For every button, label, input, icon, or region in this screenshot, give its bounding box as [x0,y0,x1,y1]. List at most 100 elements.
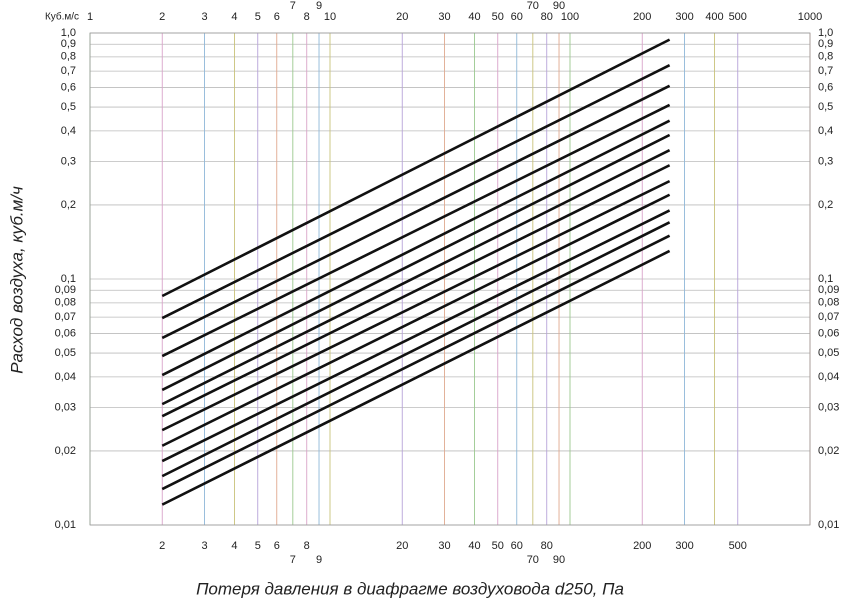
x-tick-label-top: 40 [468,11,480,23]
y-tick-label: 0,5 [61,101,76,113]
data-line [161,64,671,320]
x-tick-label-bottom: 500 [729,540,747,552]
y-tick-label-right: 0,9 [818,38,833,50]
y-tick-label: 1,0 [61,27,76,39]
y-tick-label: 0,7 [61,65,76,77]
data-line [161,84,671,340]
x-tick-label-top: 100 [561,11,579,23]
y-tick-label: 0,09 [55,284,76,296]
x-tick-label-bottom: 20 [396,540,408,552]
y-tick-label-right: 0,06 [818,327,839,339]
y-axis-title: Расход воздуха, куб.м/ч [7,186,26,374]
x-axis-title: Потеря давления в диафрагме воздуховода … [196,579,624,598]
x-tick-label-top: 50 [492,11,504,23]
x-tick-label-top: 3 [201,11,207,23]
y-tick-label: 0,06 [55,327,76,339]
x-tick-label-bottom: 200 [633,540,651,552]
x-tick-label-top: 4 [231,11,237,23]
x-tick-label-top: 6 [274,11,280,23]
x-tick-label-bottom: 4 [231,540,237,552]
x-tick-label-bottom: 2 [159,540,165,552]
y-tick-label: 0,3 [61,156,76,168]
x-tick-label-top: 9 [316,0,322,12]
y-tick-label: 0,02 [55,445,76,457]
x-tick-label-bottom: 80 [541,540,553,552]
y-tick-label-right: 1,0 [818,27,833,39]
y-tick-label-right: 0,01 [818,519,839,531]
y-tick-label: 0,4 [61,125,76,137]
x-tick-label-bottom: 6 [274,540,280,552]
y-tick-label-right: 0,1 [818,273,833,285]
y-tick-label-right: 0,07 [818,311,839,323]
unit-label: Куб.м/с [45,11,79,23]
data-line [161,193,671,447]
x-tick-label-top: 60 [511,11,523,23]
x-tick-label-bottom: 7 [290,554,296,566]
data-line [161,221,671,478]
x-tick-label-bottom: 50 [492,540,504,552]
x-tick-label-top: 500 [729,11,747,23]
x-tick-label-bottom: 9 [316,554,322,566]
y-tick-label: 0,1 [61,273,76,285]
x-tick-label-bottom: 70 [527,554,539,566]
x-tick-label-top: 5 [255,11,261,23]
y-tick-label-right: 0,03 [818,402,839,414]
x-tick-label-bottom: 8 [304,540,310,552]
x-tick-label-top: 1 [87,11,93,23]
x-tick-label-top: 300 [675,11,693,23]
x-tick-label-top: 90 [553,0,565,12]
y-tick-label-right: 0,8 [818,51,833,63]
x-tick-label-top: 7 [290,0,296,12]
x-tick-label-top: 10 [324,11,336,23]
y-tick-label-right: 0,2 [818,199,833,211]
x-tick-label-top: 80 [541,11,553,23]
y-tick-label: 0,08 [55,297,76,309]
y-tick-label-right: 0,4 [818,125,833,137]
x-tick-label-top: 8 [304,11,310,23]
y-tick-label: 0,6 [61,81,76,93]
y-tick-label-right: 0,5 [818,101,833,113]
x-tick-label-bottom: 60 [511,540,523,552]
data-line [161,119,671,377]
y-tick-label-right: 0,09 [818,284,839,296]
y-tick-label: 0,9 [61,38,76,50]
y-tick-label-right: 0,05 [818,347,839,359]
data-line [161,164,671,418]
y-tick-label: 0,2 [61,199,76,211]
x-tick-label-bottom: 30 [438,540,450,552]
x-tick-label-top: 200 [633,11,651,23]
y-tick-label: 0,07 [55,311,76,323]
x-tick-label-bottom: 300 [675,540,693,552]
x-tick-label-top: 20 [396,11,408,23]
y-tick-label-right: 0,04 [818,371,839,383]
data-line [161,179,671,432]
x-tick-label-bottom: 40 [468,540,480,552]
plot-frame [89,32,811,526]
y-tick-label-right: 0,3 [818,156,833,168]
y-tick-label: 0,04 [55,371,76,383]
data-line [161,148,671,406]
y-tick-label-right: 0,7 [818,65,833,77]
y-tick-label: 0,8 [61,51,76,63]
data-line [161,133,671,392]
y-tick-label-right: 0,08 [818,297,839,309]
y-tick-label-right: 0,6 [818,81,833,93]
x-tick-label-top: 30 [438,11,450,23]
y-tick-label: 0,03 [55,402,76,414]
data-line [161,209,671,463]
x-tick-label-top: 400 [705,11,723,23]
data-line [161,249,671,506]
x-tick-label-top: 70 [527,0,539,12]
x-tick-label-top: 1000 [798,11,822,23]
x-tick-label-bottom: 90 [553,554,565,566]
data-line [161,38,671,298]
y-tick-label: 0,05 [55,347,76,359]
data-line [161,103,671,358]
y-tick-label-right: 0,02 [818,445,839,457]
data-line [161,234,671,491]
x-tick-label-bottom: 5 [255,540,261,552]
y-tick-label: 0,01 [55,519,76,531]
x-tick-label-bottom: 3 [201,540,207,552]
x-tick-label-top: 2 [159,11,165,23]
